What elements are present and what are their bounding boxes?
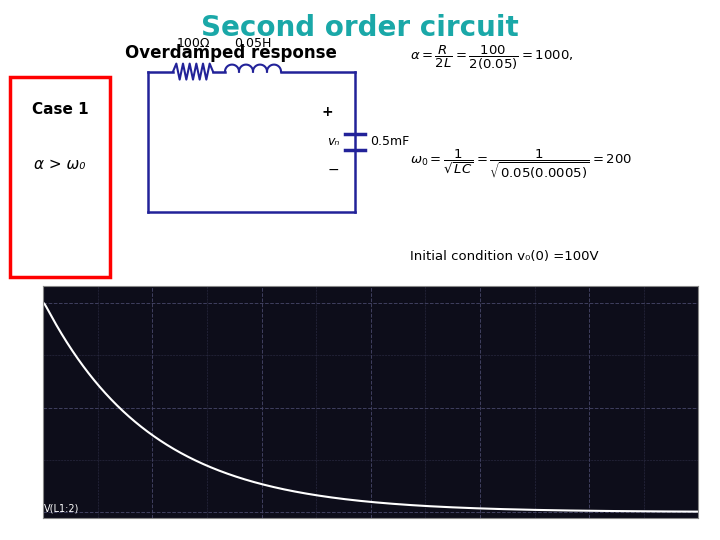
Text: vₙ: vₙ — [327, 135, 339, 148]
Text: −: − — [327, 163, 339, 177]
Text: Initial condition v₀(0) =100V: Initial condition v₀(0) =100V — [410, 249, 598, 262]
Text: Case 1: Case 1 — [32, 102, 89, 117]
Text: $\omega_0 = \dfrac{1}{\sqrt{LC}} = \dfrac{1}{\sqrt{0.05(0.0005)}} = 200$: $\omega_0 = \dfrac{1}{\sqrt{LC}} = \dfra… — [410, 146, 632, 180]
Text: V(L1:2): V(L1:2) — [44, 504, 79, 514]
Bar — [10, 77, 110, 276]
Text: 0.05H: 0.05H — [234, 37, 271, 50]
Text: $\alpha = \dfrac{R}{2L} = \dfrac{100}{2(0.05)} = 1000,$: $\alpha = \dfrac{R}{2L} = \dfrac{100}{2(… — [410, 44, 574, 72]
Text: Overdamped response: Overdamped response — [125, 44, 337, 62]
Text: α > ω₀: α > ω₀ — [35, 157, 86, 172]
Text: 0.5mF: 0.5mF — [370, 135, 409, 148]
Text: +: + — [321, 105, 333, 119]
Text: 100Ω: 100Ω — [176, 37, 210, 50]
Text: Second order circuit: Second order circuit — [201, 14, 519, 42]
